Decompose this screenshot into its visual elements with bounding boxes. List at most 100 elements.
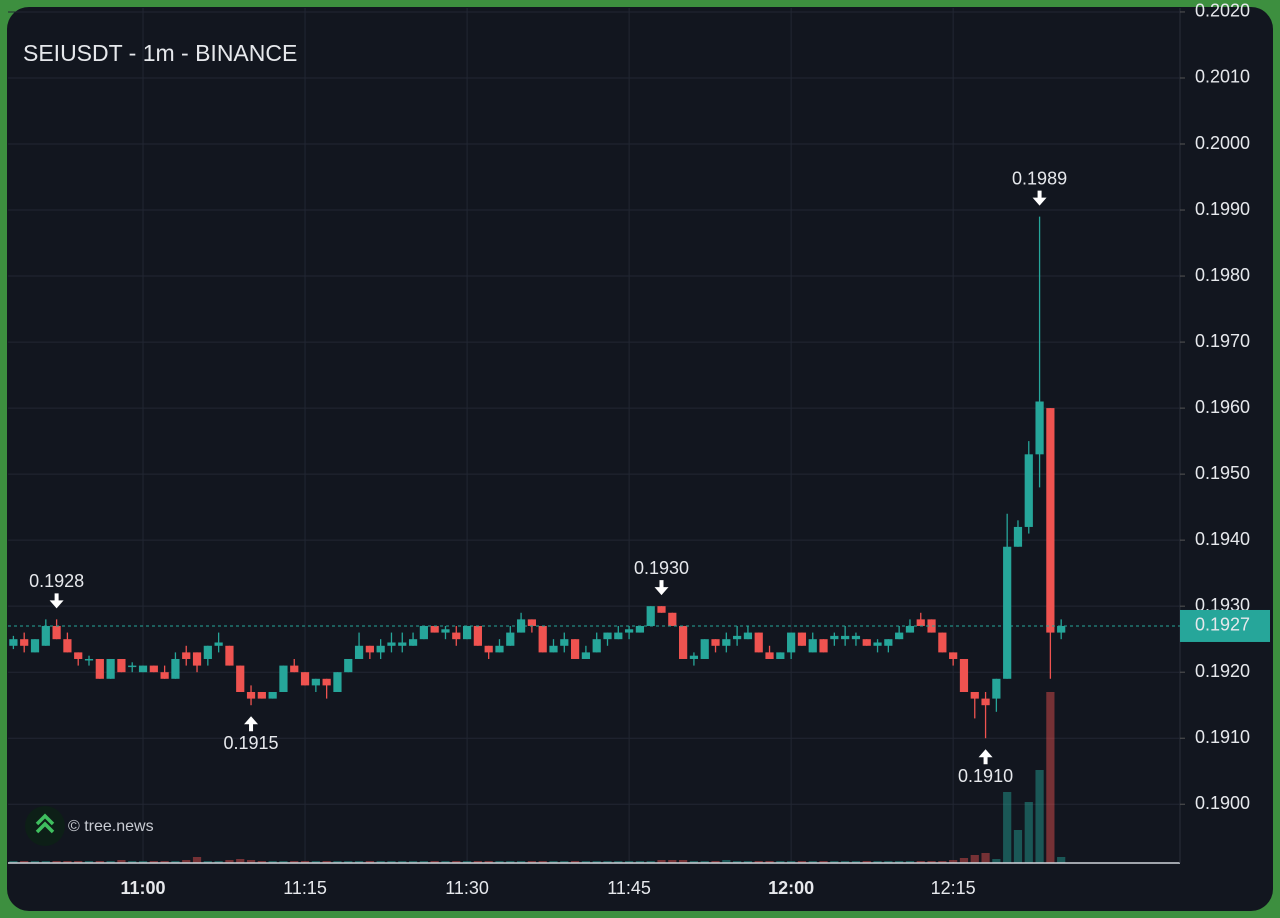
candle-body [895,632,904,640]
candle-body [700,639,709,659]
candle-body [279,665,288,692]
volume-bar [149,861,158,863]
candle-body [851,635,861,640]
volume-bar [668,860,677,863]
candle-body [581,652,591,659]
volume [9,692,1066,863]
volume-bar [787,861,796,863]
candle-body [322,678,331,686]
volume-bar [236,859,245,863]
volume-bar [819,861,828,863]
candle-body [311,678,320,686]
y-tick-label: 0.1930 [1195,595,1250,615]
candle-body [462,625,472,640]
annotations: 0.1928 0.1915 0.1930 0.1910 0.1989 0.1927 [8,168,1270,786]
x-tick-label: 11:30 [445,878,489,898]
last-price-label: 0.1927 [1195,615,1250,635]
volume-bar [376,861,385,863]
volume-bar [430,861,439,863]
candle-body [711,639,720,646]
candle-body [106,658,115,679]
volume-bar [182,860,191,863]
x-tick-label: 11:00 [120,878,165,898]
candle-body [376,645,385,653]
chart-panel [7,7,1273,911]
axes: 0.1900 0.1910 0.1920 0.1930 0.1940 0.1950 0.19… [120,1,1250,898]
candle-body [365,645,374,653]
candle-body [160,672,169,679]
annotation-label: 0.1928 [29,571,84,591]
volume-bar [873,861,882,863]
volume-bar [452,861,461,863]
volume-bar [776,861,785,863]
volume-bar [733,861,742,863]
annotation-label: 0.1930 [634,558,689,578]
candle-body [981,698,990,706]
volume-bar [808,861,817,863]
volume-bar [841,861,850,863]
candle-body [506,632,515,646]
volume-bar [257,861,266,863]
candle-body [570,639,580,659]
volume-bar [246,860,256,863]
volume-bar [84,861,94,863]
candle-body [527,619,536,626]
candle-body [1013,526,1023,547]
volume-bar [354,861,364,863]
volume-bar [981,853,990,863]
candle-body [927,619,936,633]
chart-title: SEIUSDT - 1m - BINANCE [23,40,297,66]
annotation-arrow [654,580,669,596]
volume-bar [365,861,374,863]
candle-body [473,625,482,646]
volume-bar [603,861,612,863]
volume-bar [1057,857,1066,863]
volume-bar [992,859,1001,863]
volume-bar [441,861,450,863]
volume-bar [408,861,418,863]
y-tick-label: 0.1920 [1195,661,1250,681]
volume-bar [516,861,526,863]
x-tick-label: 12:15 [931,878,976,898]
volume-bar [592,861,601,863]
volume-bar [581,861,591,863]
candle-body [74,652,83,659]
candle-body [830,635,839,640]
candle-body [1003,546,1012,679]
candle-body [873,642,882,646]
candle-body [182,652,191,659]
volume-bar [949,860,958,863]
y-tick-label: 0.1910 [1195,727,1250,747]
candle-body [819,639,828,653]
annotation-arrow [49,593,64,609]
candle-body [992,678,1001,699]
volume-bar [614,861,623,863]
candle-body [387,642,396,646]
x-tick-label: 12:00 [768,878,814,898]
volume-bar [52,861,61,863]
candle-body [430,625,439,633]
volume-bar [419,861,428,863]
volume-bar [905,861,915,863]
volume-bar [635,861,645,863]
candle-body [171,658,180,679]
y-tick-label: 0.2020 [1195,1,1250,21]
candle-body [257,692,266,699]
candle-body [138,665,148,673]
candle-body [905,625,915,633]
volume-bar [322,861,331,863]
volume-bar [495,861,504,863]
candle-body [787,632,796,653]
volume-bar [538,861,547,863]
y-tick-label: 0.2010 [1195,67,1250,87]
candle-body [1057,625,1066,633]
candle-body [441,629,450,633]
volume-bar [970,855,979,863]
volume-bar [41,861,50,863]
y-tick-label: 0.1950 [1195,463,1250,483]
volume-bar [192,857,202,863]
volume-bar [722,860,731,863]
candles [9,216,1066,739]
candle-body [1035,401,1044,455]
